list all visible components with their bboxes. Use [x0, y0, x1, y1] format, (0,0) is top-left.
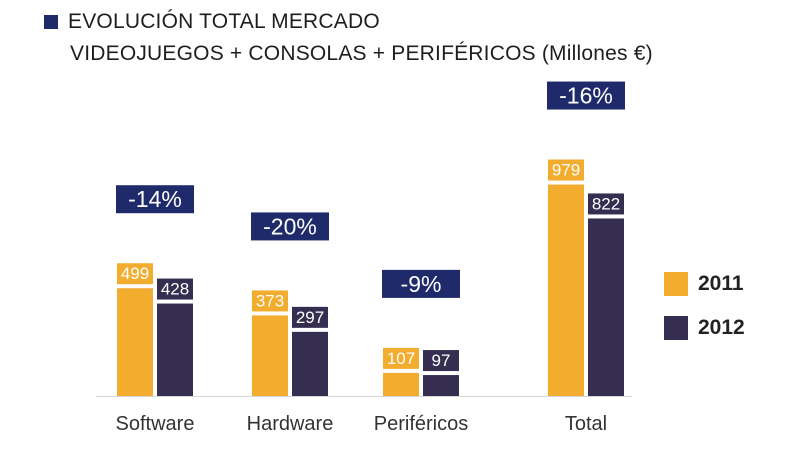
category-label-1: Hardware	[247, 413, 334, 435]
bar-2012-3	[588, 218, 624, 396]
chart-subtitle: VIDEOJUEGOS + CONSOLAS + PERIFÉRICOS (Mi…	[70, 42, 653, 65]
value-box-2012-2	[423, 350, 459, 372]
legend-swatch-2012	[664, 316, 688, 340]
change-badge-1	[251, 212, 329, 241]
bar-2012-2	[423, 375, 459, 396]
bar-2011-3	[548, 184, 584, 396]
value-label-2011-3: 979	[552, 161, 580, 180]
value-label-2011-0: 499	[121, 264, 149, 283]
legend-label-2012: 2012	[698, 316, 745, 339]
bar-2011-2	[383, 372, 419, 396]
value-label-2012-1: 297	[296, 308, 324, 327]
value-label-2012-0: 428	[161, 280, 189, 299]
value-box-2011-3	[548, 159, 584, 181]
change-label-1: -20%	[263, 213, 317, 239]
value-box-2012-1	[292, 306, 328, 328]
value-label-2012-2: 97	[432, 351, 451, 370]
change-label-2: -9%	[401, 271, 442, 297]
title-square-icon	[44, 15, 58, 29]
legend: 2011 2012	[664, 262, 745, 350]
value-box-2011-0	[117, 263, 153, 285]
legend-swatch-2011	[664, 272, 688, 296]
category-label-3: Total	[565, 413, 607, 435]
value-box-2011-2	[383, 347, 419, 369]
legend-item-2011: 2011	[664, 262, 745, 306]
change-badge-0	[116, 185, 194, 214]
chart-header: EVOLUCIÓN TOTAL MERCADO VIDEOJUEGOS + CO…	[44, 6, 653, 70]
value-label-2011-1: 373	[256, 291, 284, 310]
chart-title: EVOLUCIÓN TOTAL MERCADO	[68, 10, 380, 33]
chart-title-row: EVOLUCIÓN TOTAL MERCADO	[44, 6, 653, 38]
change-badge-2	[382, 269, 460, 298]
legend-label-2011: 2011	[698, 272, 744, 295]
value-box-2012-0	[157, 278, 193, 300]
value-box-2012-3	[588, 193, 624, 215]
change-label-3: -16%	[559, 83, 613, 109]
change-label-0: -14%	[128, 186, 182, 212]
value-label-2011-2: 107	[387, 349, 415, 368]
bar-2011-0	[117, 288, 153, 396]
legend-item-2012: 2012	[664, 306, 745, 350]
bar-2012-1	[292, 331, 328, 396]
value-box-2011-1	[252, 290, 288, 312]
category-label-2: Periféricos	[374, 413, 468, 435]
bar-2011-1	[252, 315, 288, 396]
value-label-2012-3: 822	[592, 194, 620, 213]
change-badge-3	[547, 81, 625, 110]
bar-2012-0	[157, 303, 193, 396]
category-label-0: Software	[116, 413, 195, 435]
